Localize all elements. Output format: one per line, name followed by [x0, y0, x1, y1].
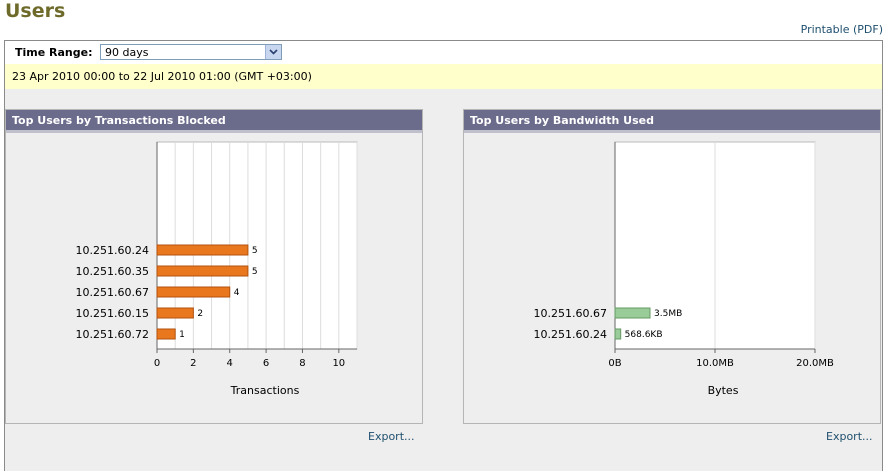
page-title: Users — [5, 0, 66, 22]
x-tick-label: 0B — [608, 358, 621, 369]
x-tick-label: 2 — [190, 358, 196, 369]
export-bandwidth-link[interactable]: Export... — [826, 430, 873, 443]
time-range-select[interactable]: 90 days — [100, 44, 282, 60]
category-label: 10.251.60.24 — [534, 328, 607, 341]
bar — [614, 307, 651, 319]
x-tick-label: 0 — [154, 358, 160, 369]
value-label: 1 — [179, 330, 185, 340]
chevron-down-icon[interactable] — [265, 45, 281, 59]
bar — [156, 286, 231, 298]
value-label: 2 — [197, 309, 203, 319]
panel-header: Top Users by Bandwidth Used — [464, 110, 880, 133]
x-tick-label: 6 — [263, 358, 269, 369]
value-label: 5 — [252, 246, 258, 256]
x-tick-label: 4 — [227, 358, 233, 369]
time-range-selected-value: 90 days — [105, 46, 149, 59]
panel-transactions-blocked: Top Users by Transactions Blocked 0 2 4 6 8 1… — [5, 109, 423, 424]
category-label: 10.251.60.35 — [76, 265, 149, 278]
x-tick-label: 20.0MB — [796, 358, 834, 369]
x-tick-label: 10 — [332, 358, 345, 369]
panel-title: Top Users by Bandwidth Used — [470, 114, 654, 127]
time-range-row: Time Range: 90 days — [5, 41, 882, 64]
printable-pdf-link[interactable]: Printable (PDF) — [800, 23, 883, 36]
value-label: 3.5MB — [654, 309, 682, 319]
time-range-label: Time Range: — [15, 46, 93, 59]
bar — [156, 265, 249, 277]
x-tick-label: 8 — [299, 358, 305, 369]
category-label: 10.251.60.24 — [76, 244, 149, 257]
report-frame: Time Range: 90 days 23 Apr 2010 00:00 to… — [4, 40, 883, 471]
date-range-bar: 23 Apr 2010 00:00 to 22 Jul 2010 01:00 (… — [5, 64, 882, 89]
panel-title: Top Users by Transactions Blocked — [12, 114, 226, 127]
category-label: 10.251.60.15 — [76, 307, 149, 320]
value-label: 5 — [252, 267, 258, 277]
chart-bandwidth-used: 0B 10.0MB 20.0MB 10.251.60.67 3.5MB 10.251.60… — [534, 141, 834, 397]
x-tick-label: 10.0MB — [696, 358, 734, 369]
bar — [156, 328, 176, 340]
chart-transactions-blocked: 0 2 4 6 8 10 10.251.60.24 5 10.251.60.35 5 10.251.… — [76, 141, 358, 397]
export-transactions-link[interactable]: Export... — [368, 430, 415, 443]
bar — [614, 328, 622, 340]
date-range-text: 23 Apr 2010 00:00 to 22 Jul 2010 01:00 (… — [12, 70, 312, 83]
bar — [156, 244, 249, 256]
category-label: 10.251.60.67 — [534, 307, 607, 320]
category-label: 10.251.60.72 — [76, 328, 149, 341]
x-axis-label: Bytes — [708, 384, 739, 397]
bar — [156, 307, 194, 319]
value-label: 568.6KB — [625, 330, 663, 340]
panel-header: Top Users by Transactions Blocked — [6, 110, 422, 133]
value-label: 4 — [234, 288, 240, 298]
x-axis-label: Transactions — [230, 384, 300, 397]
panel-bandwidth-used: Top Users by Bandwidth Used 0B 10.0MB 20.0… — [463, 109, 881, 424]
category-label: 10.251.60.67 — [76, 286, 149, 299]
